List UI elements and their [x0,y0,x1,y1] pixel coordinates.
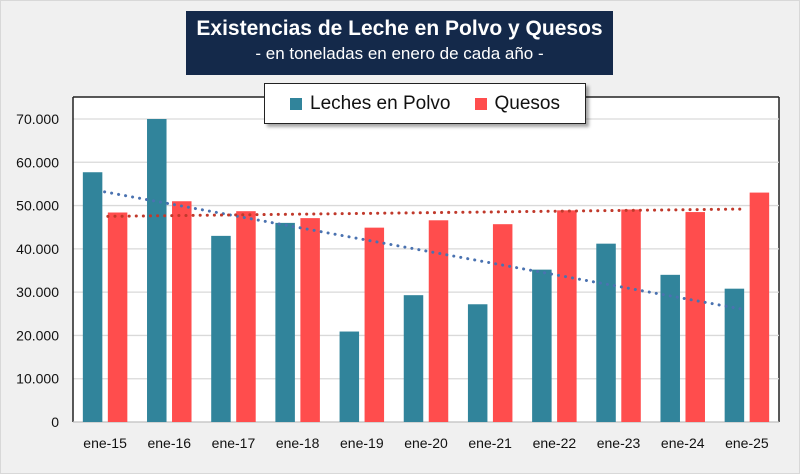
bar-leches [532,269,552,422]
bar-quesos [364,227,385,422]
legend-item-quesos: Quesos [474,92,560,115]
title-box: Existencias de Leche en Polvo y Quesos -… [186,11,613,75]
y-tick-label: 30.000 [16,284,59,300]
y-tick-label: 20.000 [16,327,59,343]
x-tick-label: ene-15 [83,435,127,451]
y-tick-label: 10.000 [16,371,59,387]
x-tick-label: ene-20 [404,435,448,451]
x-tick-label: ene-24 [661,435,705,451]
bar-leches [147,119,167,422]
y-tick-label: 60.000 [16,154,59,170]
bar-quesos [172,201,192,422]
bar-leches [275,222,295,422]
legend-label-leches: Leches en Polvo [310,92,451,114]
bar-leches [211,235,231,422]
trendline-quesos [106,207,746,218]
bar-leches [403,295,424,422]
bar-leches [82,172,103,422]
y-tick-label: 40.000 [16,241,59,257]
x-tick-label: ene-21 [468,435,512,451]
x-tick-label: ene-18 [276,435,320,451]
bar-quesos [557,210,577,422]
bar-quesos [621,209,641,422]
x-tick-label: ene-22 [533,435,577,451]
legend-swatch-quesos [474,97,487,110]
bar-leches [724,288,745,422]
legend-item-leches: Leches en Polvo [290,93,451,115]
bar-leches [596,243,616,422]
x-tick-label: ene-17 [212,435,256,451]
y-tick-label: 50.000 [16,198,59,214]
x-tick-label: ene-19 [340,435,384,451]
legend: Leches en Polvo Quesos [264,83,586,124]
legend-label-quesos: Quesos [494,92,560,114]
x-tick-label: ene-23 [597,435,641,451]
bar-quesos [107,212,128,422]
y-tick-label: 70.000 [16,111,59,127]
bar-leches [339,331,360,422]
y-tick-label: 0 [51,414,59,430]
bar-leches [660,274,680,422]
bar-quesos [428,220,449,422]
x-tick-label: ene-25 [725,435,769,451]
x-tick-label: ene-16 [147,435,191,451]
bar-quesos [749,192,770,422]
legend-swatch-leches [290,97,302,110]
chart-subtitle: - en toneladas en enero de cada año - [255,44,544,63]
bar-quesos [236,211,256,422]
bar-quesos [300,218,320,422]
bar-quesos [685,212,705,422]
bar-quesos [492,224,513,422]
bar-leches [467,304,488,422]
trendline-leches [103,190,746,312]
chart-title: Existencias de Leche en Polvo y Quesos [196,17,603,40]
